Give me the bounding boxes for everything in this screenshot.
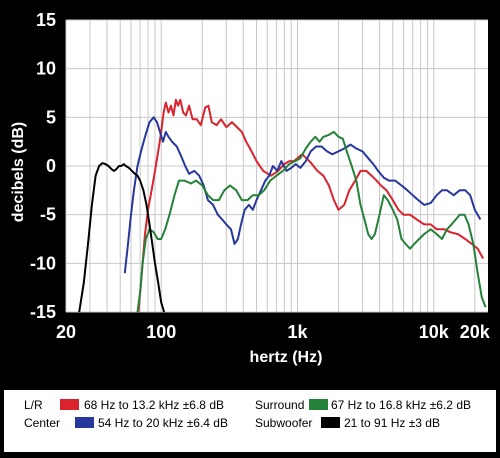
legend-swatch: [321, 417, 340, 428]
legend-label: Center: [24, 416, 60, 430]
legend-range-text: 67 Hz to 16.8 kHz ±6.2 dB: [331, 398, 471, 412]
legend-range-text: 21 to 91 Hz ±3 dB: [344, 416, 440, 430]
series-line-surround: [136, 130, 487, 313]
y-tick-label: 5: [46, 107, 56, 127]
y-tick-label: 10: [36, 59, 56, 79]
legend: L/R 68 Hz to 13.2 kHz ±6.8 dB Center 54 Hz …: [4, 390, 496, 452]
x-axis-title: hertz (Hz): [250, 349, 323, 366]
legend-entry-l-r: L/R 68 Hz to 13.2 kHz ±6.8 dB: [24, 398, 224, 412]
legend-label: L/R: [24, 398, 43, 412]
y-axis-title: decibels (dB): [10, 122, 27, 222]
legend-range-text: 68 Hz to 13.2 kHz ±6.8 dB: [84, 398, 224, 412]
legend-entry-center: Center 54 Hz to 20 kHz ±6.4 dB: [24, 416, 228, 430]
legend-label: Surround: [255, 398, 304, 412]
x-tick-label: 20: [56, 322, 76, 342]
x-tick-label: 1k: [287, 322, 308, 342]
y-tick-label: 15: [36, 10, 56, 30]
legend-entry-subwoofer: Subwoofer 21 to 91 Hz ±3 dB: [255, 416, 440, 430]
legend-label: Subwoofer: [255, 416, 312, 430]
legend-range-text: 54 Hz to 20 kHz ±6.4 dB: [98, 416, 228, 430]
y-tick-labels: 15 10 5 0 -5 -10 -15: [30, 10, 56, 322]
y-tick-label: -10: [30, 253, 56, 273]
y-tick-label: -5: [40, 205, 56, 225]
legend-entry-surround: Surround 67 Hz to 16.8 kHz ±6.2 dB: [255, 398, 471, 412]
series-line-subwoofer: [78, 162, 166, 313]
legend-swatch: [309, 399, 328, 410]
series-lines: [78, 98, 487, 313]
x-tick-label: 10k: [419, 322, 450, 342]
series-line-center: [123, 116, 482, 274]
x-tick-label: 100: [146, 322, 176, 342]
legend-items: L/R 68 Hz to 13.2 kHz ±6.8 dB Center 54 Hz …: [24, 398, 471, 430]
y-tick-label: -15: [30, 302, 56, 322]
x-tick-labels: 20 100 1k 10k 20k: [56, 322, 491, 342]
y-tick-label: 0: [46, 156, 56, 176]
legend-swatch: [60, 399, 79, 410]
legend-swatch: [75, 417, 94, 428]
x-tick-label: 20k: [460, 322, 491, 342]
grid-lines: [65, 19, 488, 313]
